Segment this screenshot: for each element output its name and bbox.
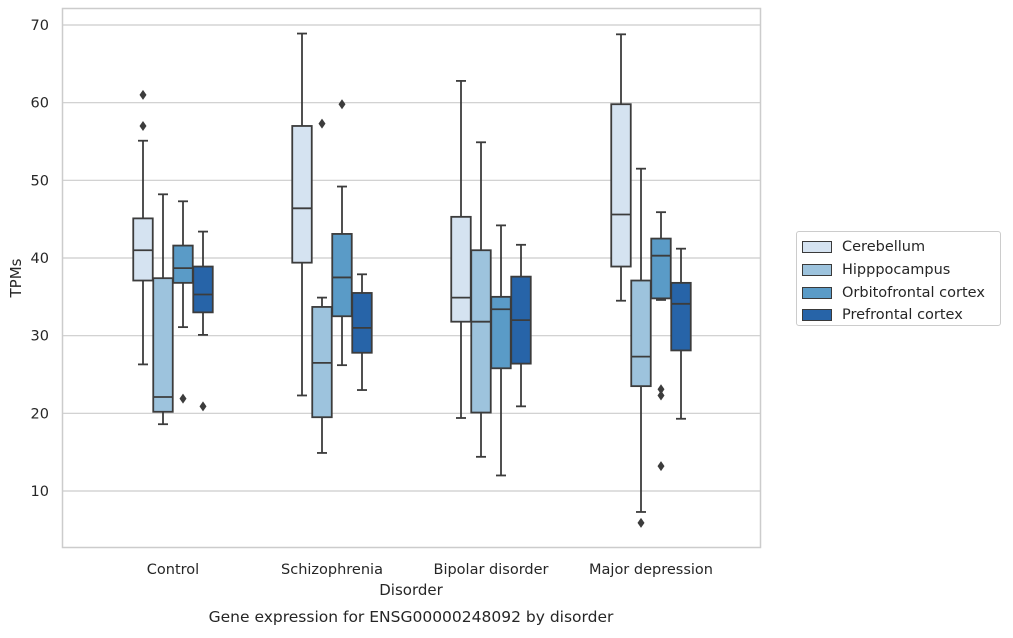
outlier-point	[139, 89, 147, 100]
legend-swatch	[802, 309, 832, 322]
box-prefrontal-cortex	[351, 273, 373, 391]
y-tick-labels: 10 20 30 40 50 60 70	[31, 18, 49, 500]
box-hipppocampus	[630, 167, 652, 528]
box-prefrontal-cortex	[510, 243, 532, 408]
y-tick-label: 70	[31, 18, 49, 34]
x-tick-label: Schizophrenia	[281, 562, 383, 578]
box-series	[132, 32, 692, 528]
outlier-point	[318, 118, 326, 129]
box	[450, 215, 472, 323]
x-tick-label: Major depression	[589, 562, 713, 578]
chart-title: Gene expression for ENSG00000248092 by d…	[209, 608, 614, 626]
outlier-point	[657, 390, 665, 401]
box-cerebellum	[450, 80, 472, 419]
box	[490, 295, 512, 370]
y-tick-label: 40	[31, 251, 49, 267]
legend-label: Orbitofrontal cortex	[842, 284, 985, 301]
y-tick-label: 10	[31, 484, 49, 500]
box	[351, 292, 373, 354]
box-prefrontal-cortex	[670, 247, 692, 420]
legend-item: Cerebellum	[802, 236, 1000, 259]
legend-label: Prefrontal cortex	[842, 307, 963, 324]
box-prefrontal-cortex	[192, 230, 214, 412]
box	[670, 281, 692, 352]
legend-swatch	[802, 264, 832, 277]
outlier-point	[657, 461, 665, 472]
y-tick-label: 60	[31, 96, 49, 112]
box	[291, 125, 313, 264]
x-tick-labels: Control Schizophrenia Bipolar disorder Majo…	[147, 562, 713, 578]
gridlines	[63, 24, 760, 492]
outlier-point	[338, 99, 346, 110]
outlier-point	[179, 393, 187, 404]
legend-label: Hipppocampus	[842, 262, 951, 279]
y-tick-label: 20	[31, 406, 49, 422]
x-axis-label: Disorder	[379, 581, 443, 599]
box	[192, 265, 214, 314]
box-orbitofrontal-cortex	[490, 224, 512, 477]
box-cerebellum	[610, 33, 632, 302]
legend-label: Cerebellum	[842, 239, 926, 256]
box-orbitofrontal-cortex	[650, 211, 672, 472]
box	[331, 233, 353, 318]
x-tick-label: Bipolar disorder	[434, 562, 549, 578]
box-hipppocampus	[311, 118, 333, 454]
outlier-point	[657, 384, 665, 395]
y-axis-label: TPMs	[7, 258, 25, 298]
legend-item: Hipppocampus	[802, 259, 1000, 282]
box-orbitofrontal-cortex	[172, 200, 194, 404]
box-cerebellum	[291, 32, 313, 397]
box-orbitofrontal-cortex	[331, 99, 353, 367]
outlier-point	[139, 120, 147, 131]
box-hipppocampus	[152, 193, 174, 426]
box	[650, 237, 672, 300]
box	[172, 244, 194, 284]
legend-item: Orbitofrontal cortex	[802, 281, 1000, 304]
x-tick-label: Control	[147, 562, 199, 578]
box	[630, 279, 652, 388]
box-cerebellum	[132, 89, 154, 366]
outlier-point	[637, 517, 645, 528]
y-tick-label: 50	[31, 173, 49, 189]
legend-swatch	[802, 286, 832, 299]
box	[152, 277, 174, 413]
box	[610, 103, 632, 268]
y-tick-label: 30	[31, 329, 49, 345]
legend: Cerebellum Hipppocampus Orbitofrontal cort…	[796, 231, 1001, 326]
box	[470, 249, 492, 414]
legend-swatch	[802, 241, 832, 254]
legend-item: Prefrontal cortex	[802, 304, 1000, 327]
outlier-point	[199, 401, 207, 412]
